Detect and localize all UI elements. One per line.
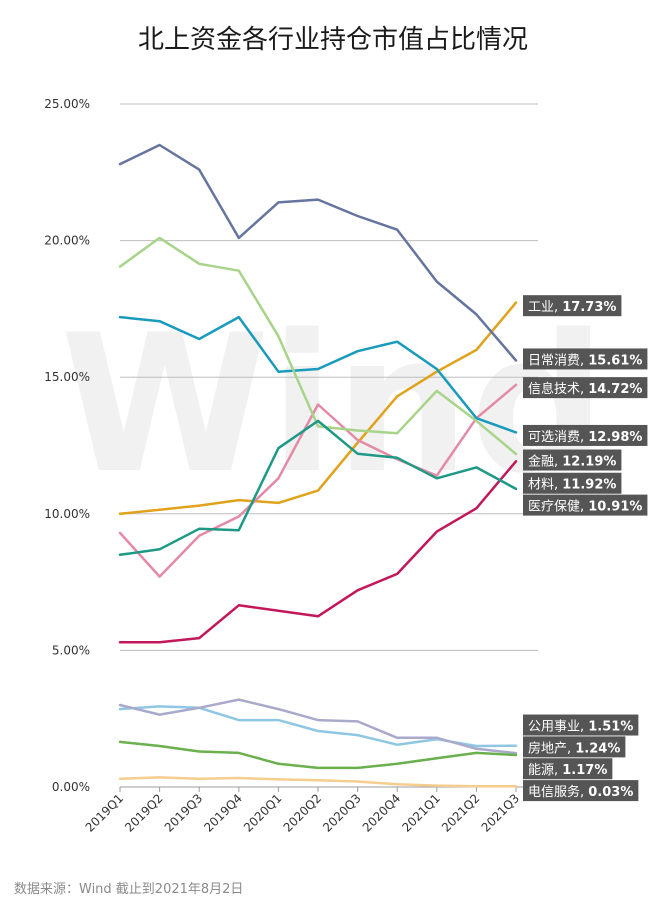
end-label-公用事业: 公用事业, 1.51% <box>523 714 639 736</box>
end-label-金融: 金融, 12.19% <box>523 449 622 471</box>
end-label-box <box>523 449 622 471</box>
series-end-value: 12.19% <box>562 455 616 470</box>
end-label-text: 公用事业, 1.51% <box>528 720 633 735</box>
series-end-value: 1.24% <box>575 741 620 756</box>
series-end-value: 12.98% <box>588 430 642 445</box>
y-axis-ticks: 0.00% 5.00% 10.00% 15.00% 20.00% 25.00% <box>44 97 90 794</box>
series-end-value: 0.03% <box>588 785 633 800</box>
series-name: 材料, <box>528 478 562 493</box>
end-label-box <box>523 295 622 317</box>
x-tick-label: 2020Q1 <box>241 791 285 835</box>
series-name: 电信服务, <box>528 784 588 800</box>
series-name: 房地产, <box>528 740 575 756</box>
x-tick-label: 2020Q4 <box>360 791 404 835</box>
series-name: 能源, <box>528 763 562 778</box>
series-line-房地产 <box>118 698 518 755</box>
end-label-box <box>523 758 613 780</box>
series-line-可选消费 <box>118 315 518 434</box>
series-line-材料 <box>118 460 518 644</box>
series-name: 日常消费, <box>528 353 588 368</box>
end-label-工业: 工业, 17.73% <box>523 295 622 317</box>
x-axis-ticks: 2019Q12019Q22019Q32019Q42020Q12020Q22020… <box>83 787 523 835</box>
x-tick-label: 2019Q2 <box>122 791 166 835</box>
end-label-text: 材料, 11.92% <box>528 478 616 493</box>
y-tick-label: 20.00% <box>44 234 90 248</box>
series-name: 金融, <box>528 454 562 470</box>
y-tick-label: 15.00% <box>44 370 90 384</box>
series-end-value: 17.73% <box>562 300 616 315</box>
end-label-房地产: 房地产, 1.24% <box>523 736 626 758</box>
end-label-box <box>523 348 648 370</box>
x-tick-label: 2020Q3 <box>320 791 364 835</box>
end-label-能源: 能源, 1.17% <box>523 758 613 780</box>
series-name: 可选消费, <box>528 430 588 445</box>
y-tick-label: 25.00% <box>44 97 90 111</box>
end-label-信息技术: 信息技术, 14.72% <box>523 377 648 399</box>
end-label-可选消费: 可选消费, 12.98% <box>523 424 648 446</box>
end-label-box <box>523 472 622 494</box>
end-label-box <box>523 494 648 516</box>
end-label-box <box>523 736 626 758</box>
y-tick-label: 0.00% <box>52 780 90 794</box>
series-end-value: 14.72% <box>588 382 642 397</box>
series-end-value: 1.51% <box>588 720 633 735</box>
series-line-信息技术 <box>118 383 518 578</box>
series-end-value: 11.92% <box>562 478 616 493</box>
end-label-text: 信息技术, 14.72% <box>528 381 642 397</box>
end-label-text: 房地产, 1.24% <box>528 740 620 756</box>
series-line-工业 <box>118 301 518 516</box>
series-line-医疗保健 <box>118 419 518 557</box>
end-label-text: 工业, 17.73% <box>528 300 616 315</box>
series-name: 公用事业, <box>528 720 588 735</box>
x-tick-label: 2019Q4 <box>201 791 245 835</box>
end-label-日常消费: 日常消费, 15.61% <box>523 348 648 370</box>
x-tick-label: 2019Q1 <box>83 791 127 835</box>
series-end-value: 1.17% <box>562 763 607 778</box>
end-label-text: 可选消费, 12.98% <box>528 430 642 445</box>
end-label-layer: 工业, 17.73%日常消费, 15.61%信息技术, 14.72%可选消费, … <box>523 295 648 802</box>
end-label-text: 金融, 12.19% <box>528 454 616 470</box>
end-label-box <box>523 424 648 446</box>
x-tick-label: 2019Q3 <box>162 791 206 835</box>
x-tick-label: 2020Q2 <box>281 791 325 835</box>
series-layer <box>118 143 518 788</box>
end-label-text: 医疗保健, 10.91% <box>528 500 642 515</box>
end-label-电信服务: 电信服务, 0.03% <box>523 780 639 802</box>
end-label-text: 日常消费, 15.61% <box>528 353 642 368</box>
series-end-value: 10.91% <box>588 500 642 515</box>
series-line-日常消费 <box>118 143 518 362</box>
source-note: 数据来源：Wind 截止到2021年8月2日 <box>14 882 243 897</box>
end-label-box <box>523 780 639 802</box>
series-end-value: 15.61% <box>588 353 642 368</box>
series-name: 信息技术, <box>528 381 588 397</box>
chart-title: 北上资金各行业持仓市值占比情况 <box>138 25 528 55</box>
series-line-电信服务 <box>118 776 518 788</box>
y-tick-label: 10.00% <box>44 507 90 521</box>
end-label-材料: 材料, 11.92% <box>523 472 622 494</box>
end-label-text: 能源, 1.17% <box>528 763 607 778</box>
series-name: 医疗保健, <box>528 500 588 515</box>
x-tick-label: 2021Q2 <box>439 791 483 835</box>
x-tick-label: 2021Q1 <box>399 791 443 835</box>
series-line-能源 <box>118 740 518 770</box>
series-line-金融 <box>118 236 518 456</box>
y-tick-label: 5.00% <box>52 643 90 657</box>
end-label-text: 电信服务, 0.03% <box>528 784 633 800</box>
series-name: 工业, <box>528 300 562 315</box>
watermark-logo: Wind <box>60 294 606 515</box>
x-tick-label: 2021Q3 <box>479 791 523 835</box>
grid-layer <box>120 103 538 788</box>
end-label-box <box>523 714 639 736</box>
end-label-医疗保健: 医疗保健, 10.91% <box>523 494 648 516</box>
end-label-box <box>523 377 648 399</box>
